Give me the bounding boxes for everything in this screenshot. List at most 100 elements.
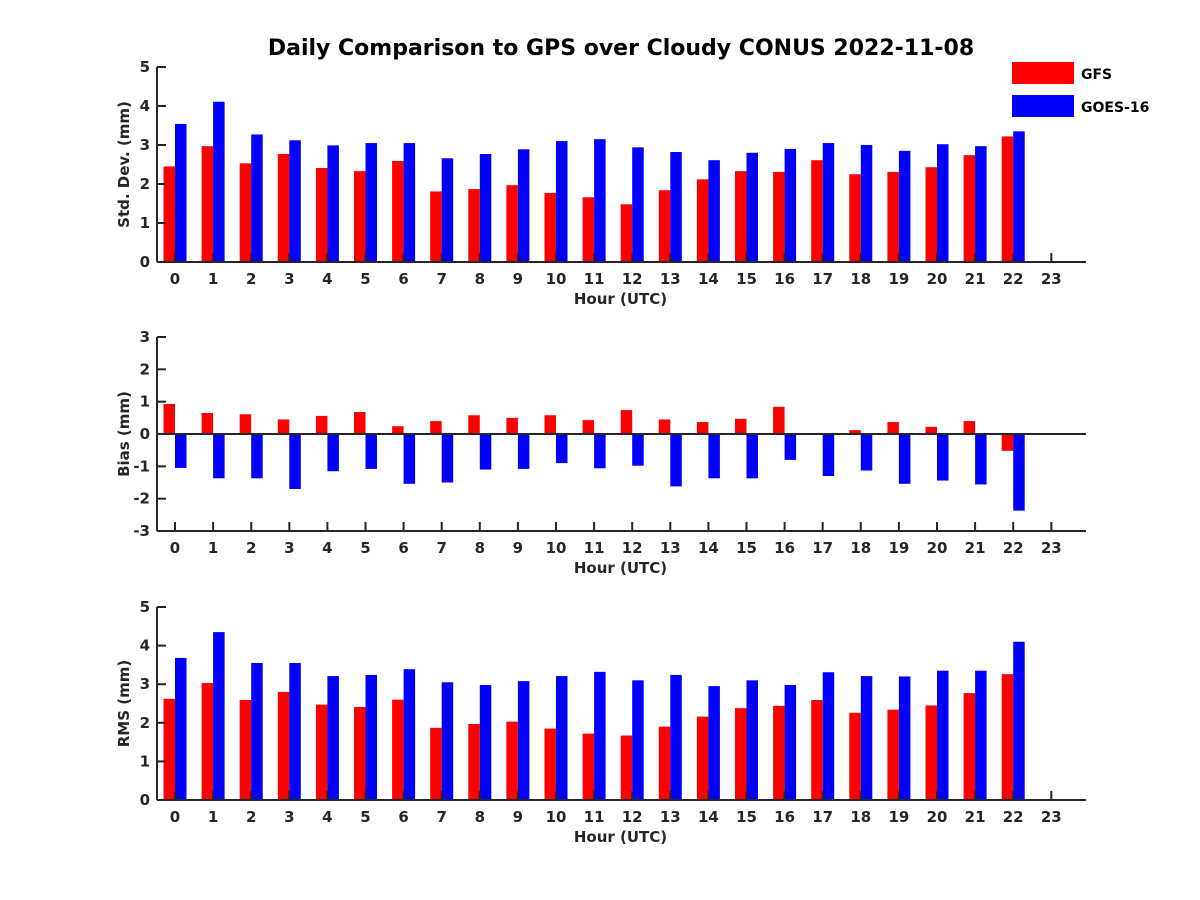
bar-gfs-9 — [506, 721, 518, 800]
bar-gfs-20 — [925, 167, 937, 262]
bar-goes16-10 — [556, 434, 568, 464]
bar-gfs-12 — [620, 735, 633, 800]
bar-goes16-4 — [327, 434, 339, 472]
bar-gfs-3 — [277, 419, 290, 434]
bar-gfs-7 — [430, 421, 442, 434]
x-tick-label: 16 — [774, 539, 795, 557]
y-axis-label: Bias (mm) — [115, 391, 133, 477]
y-tick-label: 2 — [140, 360, 150, 378]
x-tick-label: 0 — [170, 539, 180, 557]
bar-gfs-6 — [392, 160, 404, 262]
x-tick-label: 4 — [322, 808, 332, 826]
bar-goes16-7 — [441, 682, 454, 800]
bar-gfs-20 — [925, 426, 937, 434]
x-tick-label: 14 — [698, 270, 719, 288]
x-tick-label: 18 — [850, 270, 871, 288]
bar-gfs-2 — [239, 414, 252, 434]
bar-goes16-17 — [822, 434, 835, 477]
bar-goes16-12 — [632, 680, 644, 800]
bar-goes16-2 — [251, 134, 263, 262]
bar-goes16-9 — [517, 434, 530, 469]
bar-gfs-21 — [963, 421, 976, 434]
bar-goes16-11 — [594, 139, 606, 262]
bar-gfs-22 — [1001, 674, 1014, 800]
x-tick-label: 15 — [736, 808, 757, 826]
x-tick-label: 10 — [546, 808, 567, 826]
x-tick-label: 1 — [208, 270, 218, 288]
bar-gfs-1 — [201, 412, 214, 434]
y-tick-label: 5 — [140, 598, 150, 616]
legend: GFS GOES-16 — [1012, 62, 1149, 117]
x-tick-label: 20 — [927, 270, 948, 288]
bar-gfs-9 — [506, 417, 518, 434]
x-tick-label: 18 — [850, 539, 871, 557]
bar-gfs-11 — [582, 420, 595, 434]
bar-gfs-18 — [849, 430, 861, 434]
bar-goes16-21 — [975, 670, 987, 800]
bar-goes16-1 — [213, 101, 225, 263]
bar-gfs-1 — [201, 683, 214, 800]
x-tick-label: 6 — [398, 808, 408, 826]
bar-gfs-10 — [544, 415, 556, 434]
bar-gfs-8 — [468, 723, 480, 800]
x-tick-label: 16 — [774, 808, 795, 826]
y-tick-label: -1 — [133, 457, 150, 475]
x-tick-label: 14 — [698, 539, 719, 557]
bar-goes16-11 — [594, 434, 606, 469]
bar-gfs-16 — [773, 406, 785, 434]
bar-gfs-12 — [620, 204, 633, 262]
bar-gfs-22 — [1001, 434, 1014, 451]
x-tick-label: 14 — [698, 808, 719, 826]
bar-goes16-7 — [441, 434, 454, 483]
bar-goes16-9 — [517, 681, 530, 800]
bar-goes16-8 — [479, 684, 492, 800]
bar-goes16-12 — [632, 147, 644, 262]
bar-gfs-0 — [163, 166, 175, 262]
bar-goes16-9 — [517, 149, 530, 262]
bar-gfs-13 — [658, 726, 671, 800]
x-tick-label: 7 — [436, 539, 446, 557]
bar-goes16-22 — [1013, 131, 1025, 262]
x-tick-label: 15 — [736, 539, 757, 557]
x-tick-label: 19 — [888, 539, 909, 557]
bar-gfs-15 — [735, 171, 747, 262]
bar-gfs-16 — [773, 705, 785, 800]
bar-goes16-8 — [479, 434, 492, 470]
bar-goes16-4 — [327, 676, 339, 800]
bar-gfs-4 — [315, 415, 328, 434]
bar-goes16-13 — [670, 152, 682, 262]
bar-gfs-11 — [582, 197, 595, 262]
bar-goes16-7 — [441, 158, 454, 262]
bar-gfs-2 — [239, 163, 252, 262]
x-tick-label: 12 — [622, 808, 643, 826]
y-tick-label: 0 — [140, 253, 150, 271]
bar-goes16-10 — [556, 676, 568, 800]
x-tick-label: 9 — [513, 808, 523, 826]
y-tick-label: 2 — [140, 175, 150, 193]
bar-gfs-14 — [696, 422, 709, 434]
bar-gfs-7 — [430, 191, 442, 262]
x-tick-label: 13 — [660, 808, 681, 826]
bar-goes16-14 — [708, 434, 720, 479]
bar-gfs-6 — [392, 699, 404, 800]
x-tick-label: 17 — [812, 808, 833, 826]
bar-gfs-3 — [277, 153, 290, 262]
x-tick-label: 13 — [660, 270, 681, 288]
bar-gfs-14 — [696, 716, 709, 800]
x-tick-label: 10 — [546, 270, 567, 288]
x-axis-label: Hour (UTC) — [574, 828, 667, 846]
bar-goes16-19 — [898, 676, 911, 800]
x-tick-label: 16 — [774, 270, 795, 288]
bar-gfs-13 — [658, 190, 671, 262]
bar-goes16-20 — [937, 434, 949, 481]
bar-goes16-5 — [365, 674, 377, 800]
bar-goes16-22 — [1013, 641, 1025, 800]
x-tick-label: 4 — [322, 270, 332, 288]
bar-goes16-2 — [251, 662, 263, 800]
legend-label-gfs: GFS — [1081, 67, 1112, 83]
bar-goes16-18 — [860, 145, 873, 262]
bar-goes16-22 — [1013, 434, 1025, 511]
bar-gfs-13 — [658, 419, 671, 434]
